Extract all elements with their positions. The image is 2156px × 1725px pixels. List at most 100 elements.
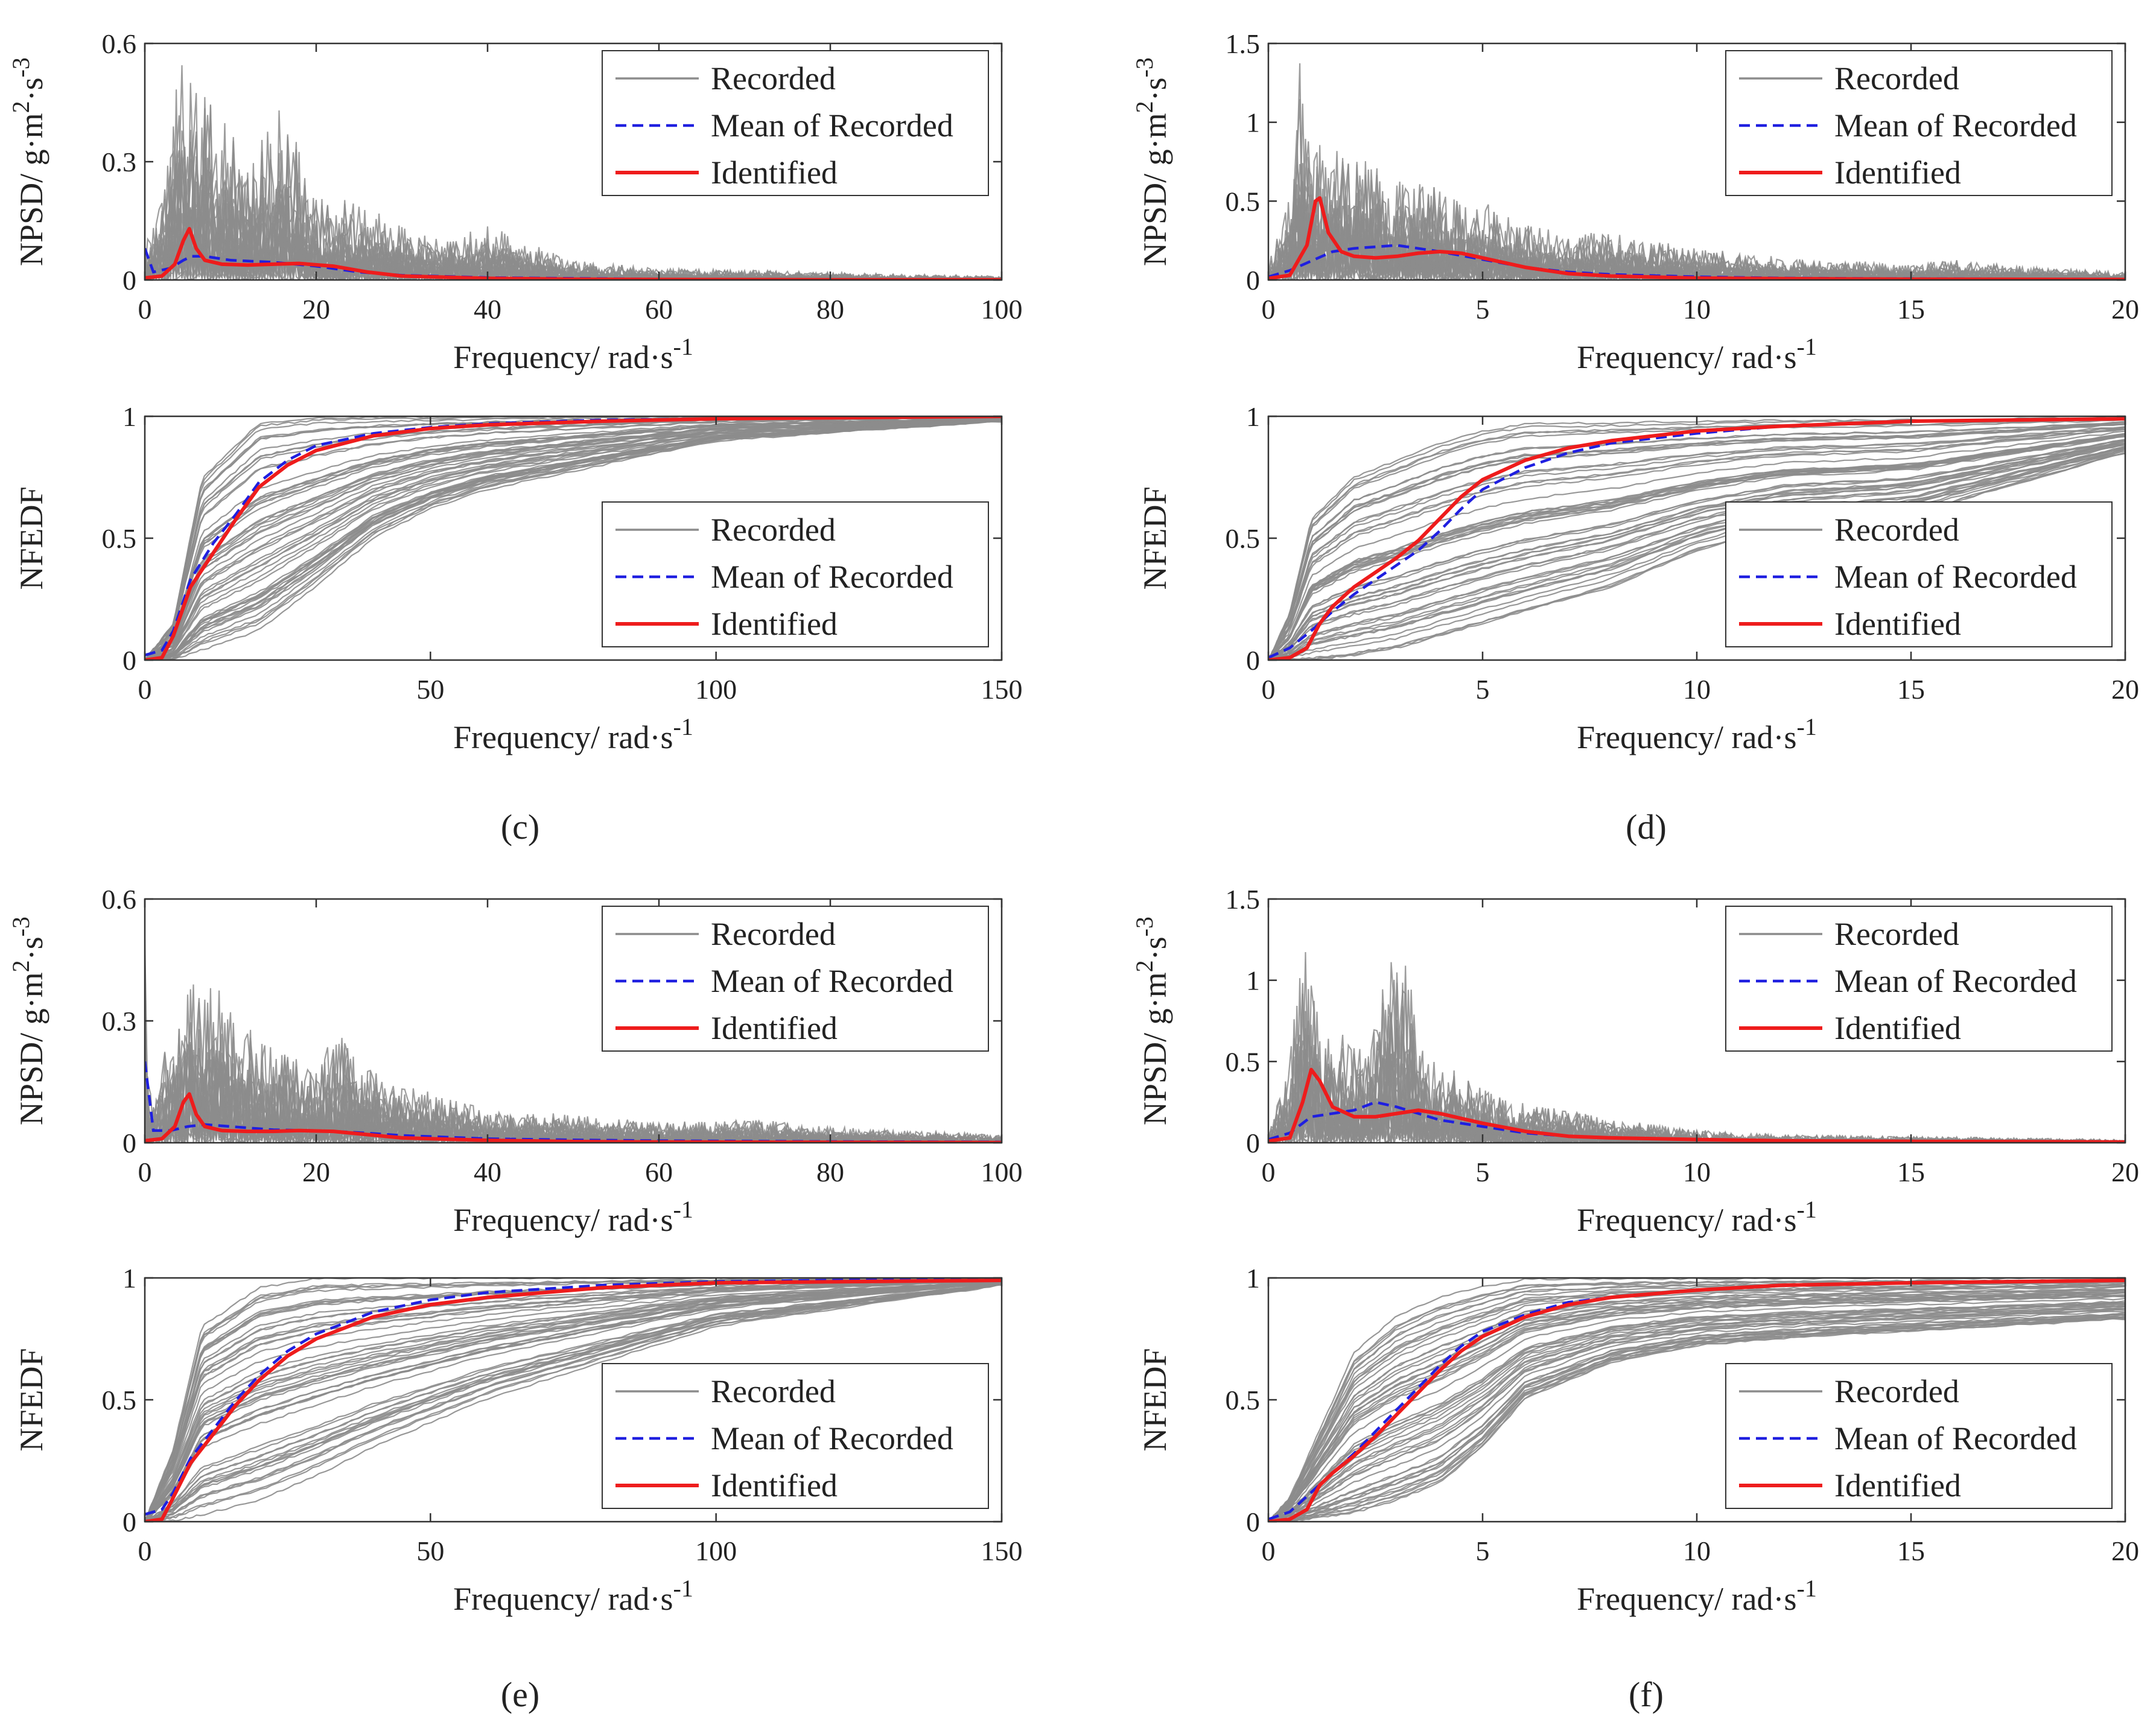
x-tick-label: 0 — [1262, 294, 1276, 325]
y-tick-label: 0.5 — [102, 523, 137, 554]
x-tick-label: 5 — [1476, 294, 1490, 325]
x-axis-label-text: Frequency/ rad·s — [1577, 1202, 1796, 1238]
y-tick-label: 0.6 — [102, 28, 137, 59]
x-tick-label: 15 — [1897, 1536, 1925, 1566]
legend: Recorded Mean of Recorded Identified — [1725, 50, 2113, 196]
y-tick-label: 1 — [1246, 107, 1260, 138]
recorded-curve — [1268, 1278, 2125, 1522]
legend-label: Recorded — [711, 60, 836, 97]
recorded-curve — [145, 1282, 1002, 1522]
recorded-curve — [1268, 434, 2125, 660]
y-axis-label-text: NPSD/ g·m — [13, 113, 49, 266]
x-tick-label: 20 — [302, 1157, 330, 1187]
legend-label: Recorded — [1834, 916, 1959, 952]
y-axis-label-text: NPSD/ g·m — [1137, 113, 1173, 266]
x-axis-label-text: Frequency/ rad·s — [453, 719, 673, 755]
recorded-curve — [145, 1283, 1002, 1522]
x-tick-label: 150 — [981, 674, 1023, 705]
x-tick-label: 15 — [1897, 1157, 1925, 1187]
x-tick-label: 80 — [816, 1157, 844, 1187]
legend-label: Mean of Recorded — [711, 559, 953, 595]
x-axis-label: Frequency/ rad·s-1 — [453, 333, 693, 375]
panel-label-d: (d) — [1626, 807, 1667, 847]
recorded-curve — [145, 1283, 1002, 1522]
legend-label: Identified — [1834, 606, 1961, 642]
y-axis-label-sup: 2 — [7, 101, 34, 113]
x-axis-label-text: Frequency/ rad·s — [1577, 719, 1796, 755]
recorded-curve — [1268, 440, 2125, 660]
x-axis-label-text: Frequency/ rad·s — [1577, 1581, 1796, 1617]
x-tick-label: 100 — [695, 674, 737, 705]
identified-line — [1268, 417, 2125, 660]
x-tick-label: 15 — [1897, 294, 1925, 325]
y-tick-label: 1.5 — [1226, 884, 1261, 915]
y-tick-label: 0 — [1246, 265, 1260, 296]
y-axis-label: NPSD/ g·m2·s-3 — [7, 57, 49, 266]
y-tick-label: 1 — [122, 1263, 136, 1294]
recorded-curve — [1268, 427, 2125, 660]
recorded-curve — [1268, 1303, 2125, 1522]
y-axis-label-mid: ·s — [1137, 936, 1173, 960]
y-axis-label-sup: 2 — [7, 960, 34, 972]
x-axis-label-sup: -1 — [1797, 333, 1817, 360]
legend-label: Mean of Recorded — [1834, 1420, 2077, 1457]
recorded-curve — [1268, 1285, 2125, 1522]
recorded-curves — [1268, 1278, 2125, 1522]
x-tick-label: 0 — [1262, 1157, 1276, 1187]
y-tick-label: 0 — [1246, 1507, 1260, 1537]
legend-label: Recorded — [1834, 1373, 1959, 1409]
recorded-curve — [1268, 430, 2125, 660]
y-axis-label-text: NFEDF — [1137, 486, 1173, 589]
chart-e-npsd: 0 20 40 60 80 100 0 0.3 0.6 Frequency/ rad·s-1 NPS… — [7, 884, 1023, 1238]
y-axis-label-sup: -3 — [1131, 57, 1158, 77]
x-tick-label: 5 — [1476, 674, 1490, 705]
recorded-curve — [1268, 1304, 2125, 1522]
y-axis-label: NFEDF — [13, 486, 49, 589]
legend: Recorded Mean of Recorded Identified — [602, 906, 989, 1052]
recorded-curve — [1268, 443, 2125, 660]
x-tick-label: 50 — [416, 674, 444, 705]
identified-line — [145, 1279, 1002, 1522]
x-tick-label: 20 — [2111, 1157, 2139, 1187]
recorded-curve — [1268, 418, 2125, 660]
x-tick-label: 0 — [1262, 1536, 1276, 1566]
x-tick-label: 20 — [302, 294, 330, 325]
x-tick-label: 5 — [1476, 1536, 1490, 1566]
x-tick-label: 20 — [2111, 294, 2139, 325]
legend-label: Recorded — [1834, 512, 1959, 548]
recorded-curve — [1268, 1291, 2125, 1522]
y-axis-label-sup: 2 — [1131, 101, 1158, 113]
chart-f-npsd: 0 5 10 15 20 0 0.5 1 1.5 Frequency/ rad·s-1 NPSD/ … — [1131, 884, 2139, 1238]
recorded-curve — [1268, 1295, 2125, 1522]
identified-line — [145, 1092, 1002, 1143]
x-axis-label-sup: -1 — [1797, 713, 1817, 740]
x-tick-label: 10 — [1683, 1157, 1711, 1187]
x-tick-label: 0 — [138, 674, 152, 705]
y-axis-label-text: NFEDF — [13, 1348, 49, 1451]
recorded-curve — [145, 418, 1002, 660]
legend: Recorded Mean of Recorded Identified — [602, 1363, 989, 1509]
recorded-curve — [1268, 439, 2125, 660]
recorded-curve — [145, 420, 1002, 660]
legend-label: Mean of Recorded — [1834, 963, 2077, 999]
x-tick-label: 0 — [1262, 674, 1276, 705]
recorded-curve — [1268, 446, 2125, 660]
y-tick-label: 0 — [122, 265, 136, 296]
chart-e-nfedf: 0 50 100 150 0 0.5 1 Frequency/ rad·s-1 NFEDF Rec… — [13, 1263, 1023, 1617]
plot-area — [145, 65, 1002, 280]
x-tick-label: 50 — [416, 1536, 444, 1566]
recorded-curve — [145, 1284, 1002, 1522]
recorded-curve — [1268, 444, 2125, 660]
x-tick-label: 150 — [981, 1536, 1023, 1566]
recorded-curve — [1268, 1317, 2125, 1522]
identified-line — [145, 227, 1002, 280]
y-tick-label: 1 — [1246, 965, 1260, 996]
legend-label: Identified — [1834, 1467, 1961, 1504]
recorded-curve — [145, 1282, 1002, 1522]
legend: Recorded Mean of Recorded Identified — [1725, 906, 2113, 1052]
panel-label-c: (c) — [501, 807, 539, 847]
recorded-curve — [145, 418, 1002, 660]
identified-line — [145, 416, 1002, 660]
x-axis-label-text: Frequency/ rad·s — [453, 339, 673, 375]
y-tick-label: 1 — [1246, 401, 1260, 432]
